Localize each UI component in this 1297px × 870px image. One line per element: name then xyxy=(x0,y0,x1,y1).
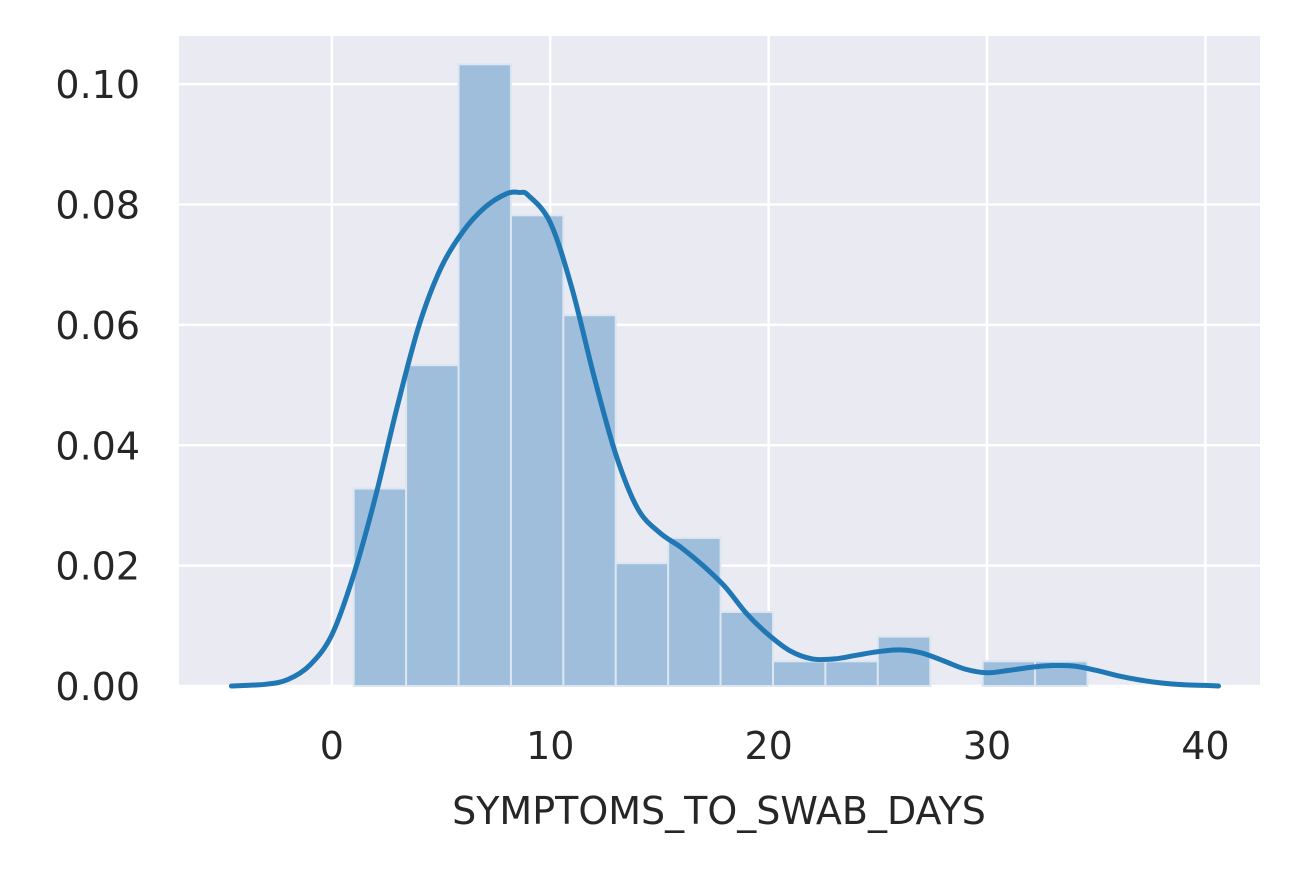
x-tick-label: 10 xyxy=(526,724,574,768)
histogram-bar xyxy=(667,536,722,688)
histogram-bar xyxy=(509,214,565,688)
histogram-bar xyxy=(876,635,932,687)
kde-curve xyxy=(228,189,1222,689)
x-tick-labels: 0 10 20 30 40 xyxy=(320,724,1230,768)
histogram-bar xyxy=(719,610,775,688)
histogram-bar xyxy=(457,63,512,687)
x-axis-label: SYMPTOMS_TO_SWAB_DAYS xyxy=(452,789,986,833)
x-tick-label: 0 xyxy=(320,724,344,768)
y-tick-label: 0.10 xyxy=(55,63,140,107)
histogram-bar xyxy=(352,487,408,687)
x-tick-label: 20 xyxy=(744,724,792,768)
x-tick-label: 40 xyxy=(1181,724,1229,768)
histogram-bar xyxy=(824,660,879,688)
y-tick-label: 0.04 xyxy=(55,424,140,468)
grid-lines xyxy=(179,36,1260,688)
histogram-bar xyxy=(772,660,827,688)
y-tick-label: 0.06 xyxy=(55,304,140,348)
y-tick-label: 0.08 xyxy=(55,184,140,228)
histogram-bars xyxy=(352,63,1089,688)
histogram-bar xyxy=(562,314,617,687)
histogram-bar xyxy=(405,364,460,687)
y-tick-labels: 0.00 0.02 0.04 0.06 0.08 0.10 xyxy=(55,63,140,709)
histogram-bar xyxy=(614,562,670,688)
x-tick-label: 30 xyxy=(963,724,1011,768)
y-tick-label: 0.02 xyxy=(55,545,140,589)
y-tick-label: 0.00 xyxy=(55,665,140,709)
